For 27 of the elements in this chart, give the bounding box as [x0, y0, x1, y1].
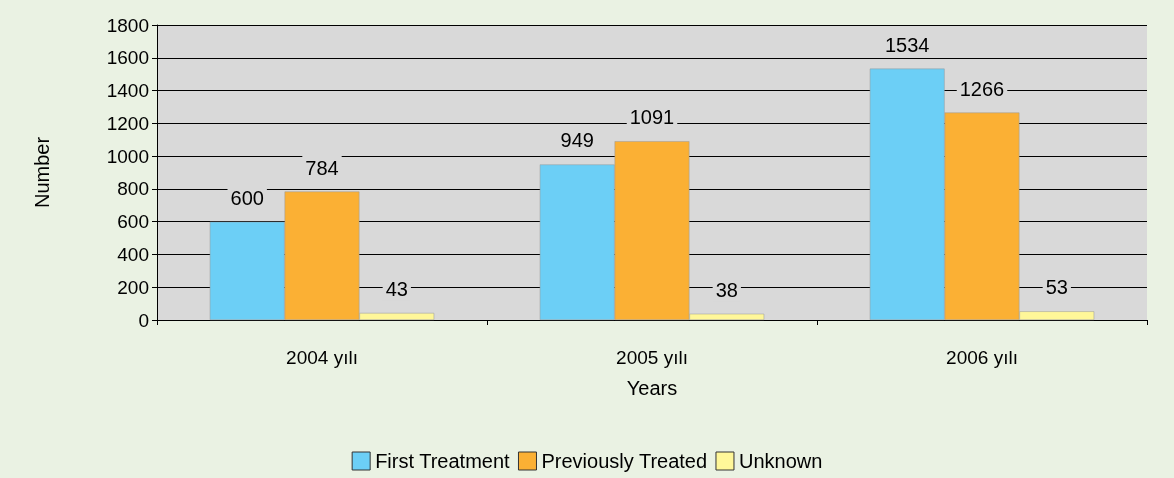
data-label: 1091	[629, 106, 675, 129]
legend-label: First Treatment	[375, 450, 511, 472]
y-tick-label: 1200	[106, 112, 149, 134]
y-tick-label: 1600	[106, 47, 149, 69]
data-label: 1266	[959, 77, 1005, 100]
y-tick-label: 1400	[106, 80, 149, 102]
data-label: 784	[305, 156, 339, 179]
data-label: 600	[230, 186, 264, 209]
x-tick-label: 2006 yılı	[946, 347, 1018, 368]
data-label: 949	[560, 129, 594, 152]
data-label: 1534	[884, 33, 930, 56]
data-label: 38	[715, 278, 738, 301]
y-tick-label: 400	[117, 243, 149, 265]
y-tick-label: 800	[117, 178, 149, 200]
x-tick-label: 2004 yılı	[286, 347, 358, 368]
legend-label: Unknown	[738, 450, 823, 472]
x-axis-title: Years	[626, 377, 678, 399]
y-axis-title: Number	[31, 136, 53, 209]
y-tick-label: 1800	[106, 14, 149, 36]
legend-label: Previously Treated	[541, 450, 708, 472]
y-tick-label: 200	[117, 276, 149, 298]
x-tick-label: 2005 yılı	[616, 347, 688, 368]
y-tick-label: 0	[138, 309, 149, 331]
y-tick-label: 600	[117, 211, 149, 233]
y-tick-label: 1000	[106, 145, 149, 167]
data-label: 43	[385, 277, 408, 300]
data-label: 53	[1045, 276, 1068, 299]
